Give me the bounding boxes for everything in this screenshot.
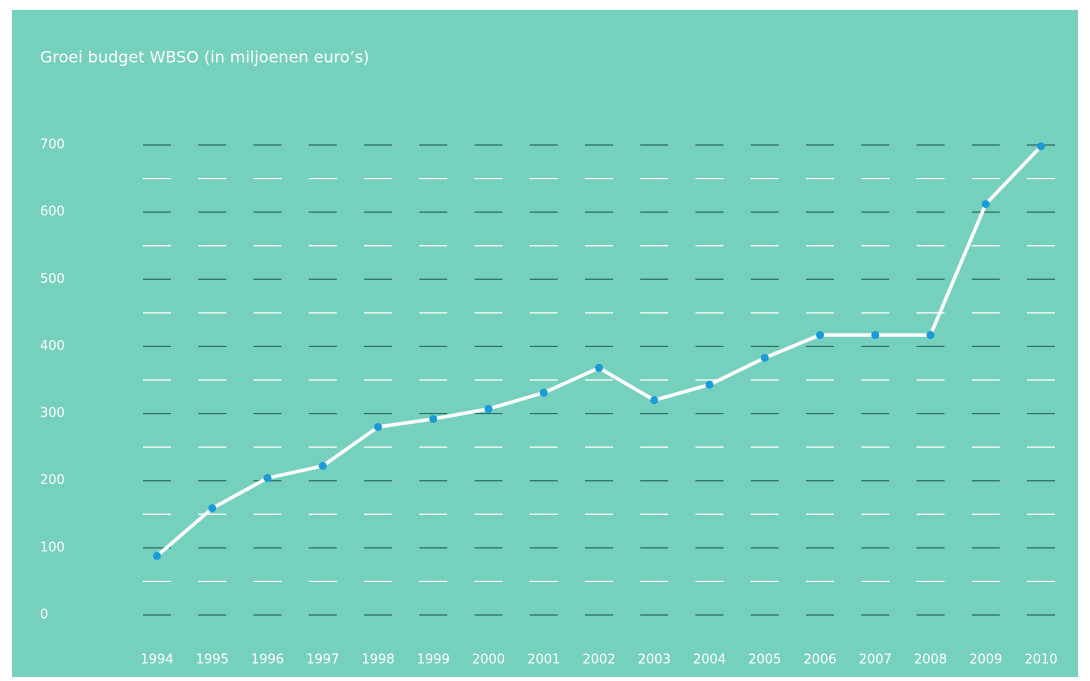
point <box>153 551 161 560</box>
x-tick-label: 1998 <box>361 653 394 668</box>
y-tick-label: 200 <box>40 473 65 488</box>
point <box>1037 142 1045 151</box>
point <box>650 396 659 405</box>
x-tick-label: 1997 <box>306 653 339 668</box>
point <box>374 423 382 431</box>
y-tick-label: 600 <box>40 205 65 220</box>
point <box>318 461 327 470</box>
point <box>595 363 603 372</box>
y-tick-label: 300 <box>40 406 65 421</box>
chart-background <box>12 10 1078 677</box>
chart-title: Groei budget WBSO (in miljoenen euro’s) <box>40 48 369 67</box>
x-tick-label: 1996 <box>251 653 284 668</box>
x-tick-label: 2004 <box>693 653 726 668</box>
x-tick-label: 2000 <box>472 653 505 668</box>
point <box>705 380 714 389</box>
y-tick-label: 700 <box>40 138 65 153</box>
x-tick-label: 2009 <box>969 653 1002 668</box>
point <box>429 414 438 423</box>
y-tick-label: 0 <box>40 608 48 623</box>
x-tick-label: 2001 <box>527 653 560 668</box>
x-tick-label: 1994 <box>140 653 173 668</box>
point <box>760 353 769 362</box>
x-tick-label: 2008 <box>914 653 947 668</box>
point <box>871 331 880 340</box>
y-tick-label: 400 <box>40 339 65 354</box>
x-tick-label: 2002 <box>582 653 615 668</box>
point <box>484 404 493 413</box>
x-tick-label: 2003 <box>638 653 671 668</box>
point <box>539 388 548 397</box>
x-tick-label: 2006 <box>803 653 836 668</box>
x-tick-label: 1995 <box>196 653 229 668</box>
point <box>208 504 217 513</box>
point <box>926 331 935 340</box>
x-tick-label: 2010 <box>1024 653 1057 668</box>
x-tick-label: 2005 <box>748 653 781 668</box>
x-tick-label: 2007 <box>859 653 892 668</box>
y-tick-label: 500 <box>40 272 65 287</box>
y-tick-label: 100 <box>40 540 65 555</box>
x-tick-label: 1999 <box>417 653 450 668</box>
point <box>981 200 990 209</box>
point <box>816 331 824 340</box>
point <box>263 474 272 483</box>
